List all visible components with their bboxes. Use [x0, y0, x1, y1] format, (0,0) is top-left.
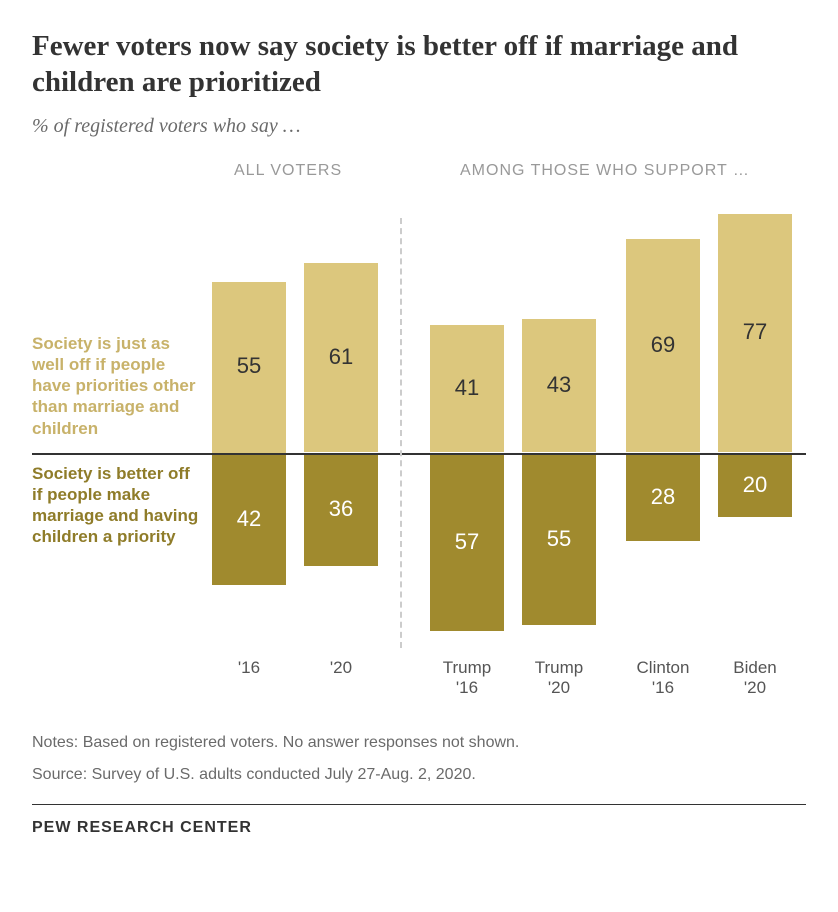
x-axis-label: '16	[206, 658, 292, 678]
chart-area: Society is just as well off if people ha…	[32, 158, 806, 718]
bar-bottom: 20	[718, 455, 792, 517]
bar-top: 43	[522, 319, 596, 452]
bar-top: 61	[304, 263, 378, 452]
chart-subtitle: % of registered voters who say …	[32, 115, 806, 138]
bar-value-bottom: 28	[626, 484, 700, 510]
bar-value-bottom: 55	[522, 526, 596, 552]
bar-value-top: 61	[304, 344, 378, 370]
bar-bottom: 42	[212, 455, 286, 585]
bar-bottom: 57	[430, 455, 504, 632]
bar-value-bottom: 36	[304, 496, 378, 522]
chart-notes: Notes: Based on registered voters. No an…	[32, 732, 806, 787]
bar-value-top: 55	[212, 353, 286, 379]
bar-top: 77	[718, 214, 792, 453]
bar-bottom: 36	[304, 455, 378, 567]
bar-top: 55	[212, 282, 286, 453]
bar-top: 69	[626, 239, 700, 453]
bar-value-top: 41	[430, 375, 504, 401]
x-axis-label: Trump'20	[516, 658, 602, 699]
y-label-top: Society is just as well off if people ha…	[32, 333, 202, 439]
x-axis-label: Trump'16	[424, 658, 510, 699]
footer-attribution: PEW RESEARCH CENTER	[32, 819, 806, 837]
bar-value-top: 77	[718, 319, 792, 345]
footer-rule	[32, 804, 806, 805]
x-axis-label: Biden'20	[712, 658, 798, 699]
bar-value-bottom: 20	[718, 472, 792, 498]
bar-top: 41	[430, 325, 504, 452]
note-line: Source: Survey of U.S. adults conducted …	[32, 764, 806, 786]
bar-value-top: 69	[626, 332, 700, 358]
bar-bottom: 55	[522, 455, 596, 626]
y-label-bottom: Society is better off if people make mar…	[32, 463, 202, 548]
chart-title: Fewer voters now say society is better o…	[32, 28, 806, 101]
bar-value-bottom: 42	[212, 506, 286, 532]
bar-value-top: 43	[522, 372, 596, 398]
bar-bottom: 28	[626, 455, 700, 542]
header-supporters: AMONG THOSE WHO SUPPORT …	[460, 162, 750, 180]
x-axis-label: Clinton'16	[620, 658, 706, 699]
note-line: Notes: Based on registered voters. No an…	[32, 732, 806, 754]
bar-value-bottom: 57	[430, 529, 504, 555]
x-axis-label: '20	[298, 658, 384, 678]
header-all-voters: ALL VOTERS	[234, 162, 342, 180]
group-divider	[400, 218, 402, 648]
